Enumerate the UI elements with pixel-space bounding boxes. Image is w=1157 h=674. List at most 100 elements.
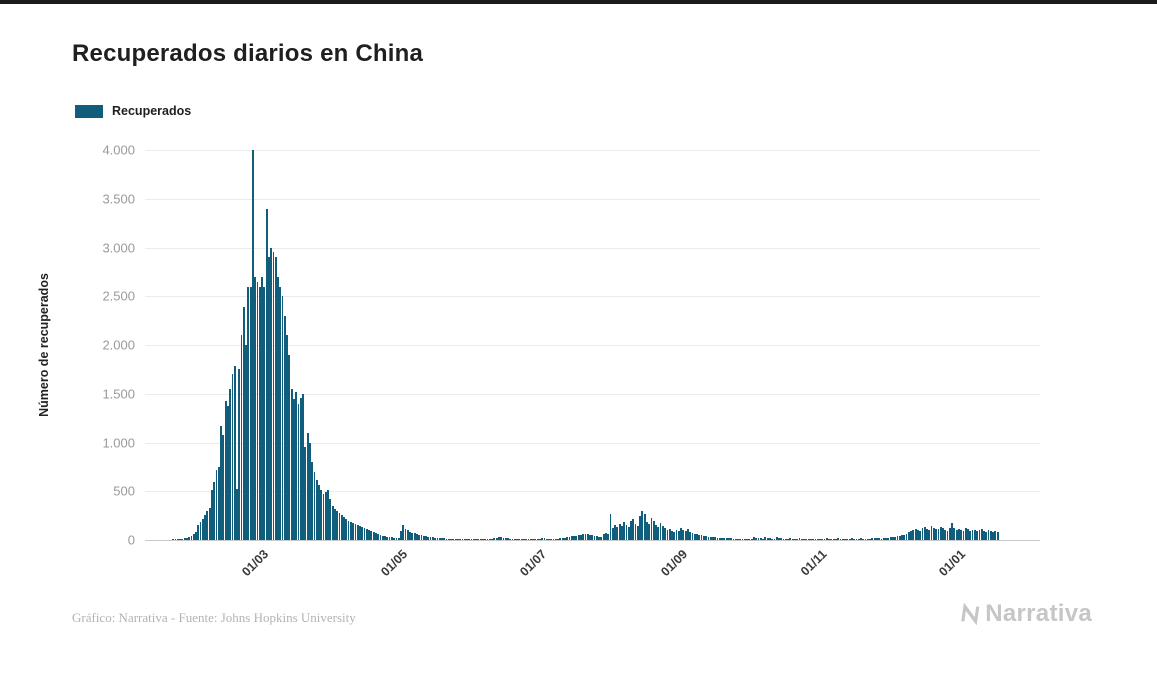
bar[interactable] — [484, 539, 487, 540]
bar[interactable] — [479, 539, 482, 540]
bar[interactable] — [919, 530, 922, 540]
bar[interactable] — [960, 530, 963, 540]
bar[interactable] — [771, 538, 774, 540]
bar[interactable] — [766, 537, 769, 540]
bar[interactable] — [668, 529, 671, 540]
bar[interactable] — [545, 538, 548, 540]
bar[interactable] — [917, 529, 919, 540]
bar[interactable] — [290, 388, 293, 540]
bar[interactable] — [281, 296, 284, 540]
bar[interactable] — [832, 539, 835, 540]
bar[interactable] — [482, 539, 484, 540]
bar[interactable] — [238, 369, 241, 540]
bar[interactable] — [721, 538, 723, 540]
bar[interactable] — [308, 442, 311, 540]
bar[interactable] — [295, 391, 298, 540]
bar[interactable] — [684, 531, 687, 540]
bar[interactable] — [914, 529, 917, 540]
bar[interactable] — [511, 538, 514, 540]
bar[interactable] — [709, 537, 712, 540]
bar[interactable] — [746, 538, 749, 540]
bar[interactable] — [784, 538, 787, 540]
bar[interactable] — [978, 530, 981, 540]
bar[interactable] — [716, 537, 719, 540]
bar[interactable] — [352, 523, 355, 540]
bar[interactable] — [737, 538, 739, 540]
bar[interactable] — [657, 527, 660, 540]
bar[interactable] — [636, 526, 639, 540]
bar[interactable] — [828, 538, 831, 540]
bar[interactable] — [582, 534, 585, 540]
bar[interactable] — [958, 529, 960, 540]
bar[interactable] — [504, 538, 507, 540]
bar[interactable] — [627, 527, 630, 540]
bar[interactable] — [174, 539, 177, 540]
bar[interactable] — [299, 397, 302, 540]
bar[interactable] — [586, 534, 589, 540]
bar[interactable] — [283, 315, 286, 540]
bar[interactable] — [796, 539, 799, 540]
bar[interactable] — [896, 536, 899, 540]
bar[interactable] — [197, 525, 200, 540]
bar[interactable] — [759, 538, 762, 540]
bar[interactable] — [910, 531, 912, 540]
bar[interactable] — [862, 538, 865, 540]
bar[interactable] — [322, 494, 325, 540]
bar[interactable] — [575, 536, 578, 540]
bar[interactable] — [456, 539, 459, 540]
bar[interactable] — [523, 539, 525, 540]
bar[interactable] — [932, 528, 935, 540]
bar[interactable] — [185, 537, 188, 540]
bar[interactable] — [887, 537, 890, 540]
bar[interactable] — [520, 539, 523, 540]
bar[interactable] — [429, 537, 432, 540]
bar[interactable] — [812, 539, 815, 540]
bar[interactable] — [368, 530, 370, 540]
bar[interactable] — [297, 403, 300, 540]
bar[interactable] — [853, 538, 856, 540]
bar[interactable] — [527, 539, 530, 540]
bar[interactable] — [431, 537, 434, 540]
bar[interactable] — [507, 538, 509, 540]
bar[interactable] — [500, 537, 503, 540]
bar[interactable] — [882, 538, 885, 540]
bar[interactable] — [427, 536, 430, 540]
legend-item-recuperados[interactable]: Recuperados — [75, 104, 191, 118]
bar[interactable] — [438, 538, 441, 540]
bar[interactable] — [534, 539, 537, 540]
bar[interactable] — [614, 525, 616, 540]
bar[interactable] — [696, 533, 698, 540]
bar[interactable] — [773, 538, 776, 540]
bar[interactable] — [850, 538, 853, 540]
bar[interactable] — [748, 538, 751, 540]
bar[interactable] — [798, 538, 801, 540]
bar[interactable] — [891, 537, 894, 540]
bar[interactable] — [411, 532, 414, 540]
bar[interactable] — [983, 530, 985, 540]
bar[interactable] — [775, 537, 778, 540]
bar[interactable] — [224, 400, 227, 540]
bar[interactable] — [390, 537, 393, 540]
bar[interactable] — [618, 524, 621, 540]
bar[interactable] — [885, 537, 887, 540]
bar[interactable] — [712, 537, 714, 540]
bar[interactable] — [707, 536, 710, 540]
bar[interactable] — [536, 539, 539, 540]
bar[interactable] — [249, 287, 252, 540]
bar[interactable] — [204, 514, 207, 540]
bar[interactable] — [821, 538, 824, 540]
bar[interactable] — [728, 538, 730, 540]
bar[interactable] — [445, 538, 448, 540]
bar[interactable] — [468, 539, 471, 540]
bar[interactable] — [324, 492, 327, 540]
bar[interactable] — [450, 538, 452, 540]
bar[interactable] — [365, 529, 368, 540]
bar[interactable] — [402, 525, 405, 540]
bar[interactable] — [172, 539, 175, 540]
bar[interactable] — [876, 538, 878, 540]
bar[interactable] — [340, 514, 343, 540]
bar[interactable] — [591, 535, 594, 540]
bar[interactable] — [976, 531, 979, 540]
bar[interactable] — [518, 539, 521, 540]
bar[interactable] — [757, 538, 760, 540]
